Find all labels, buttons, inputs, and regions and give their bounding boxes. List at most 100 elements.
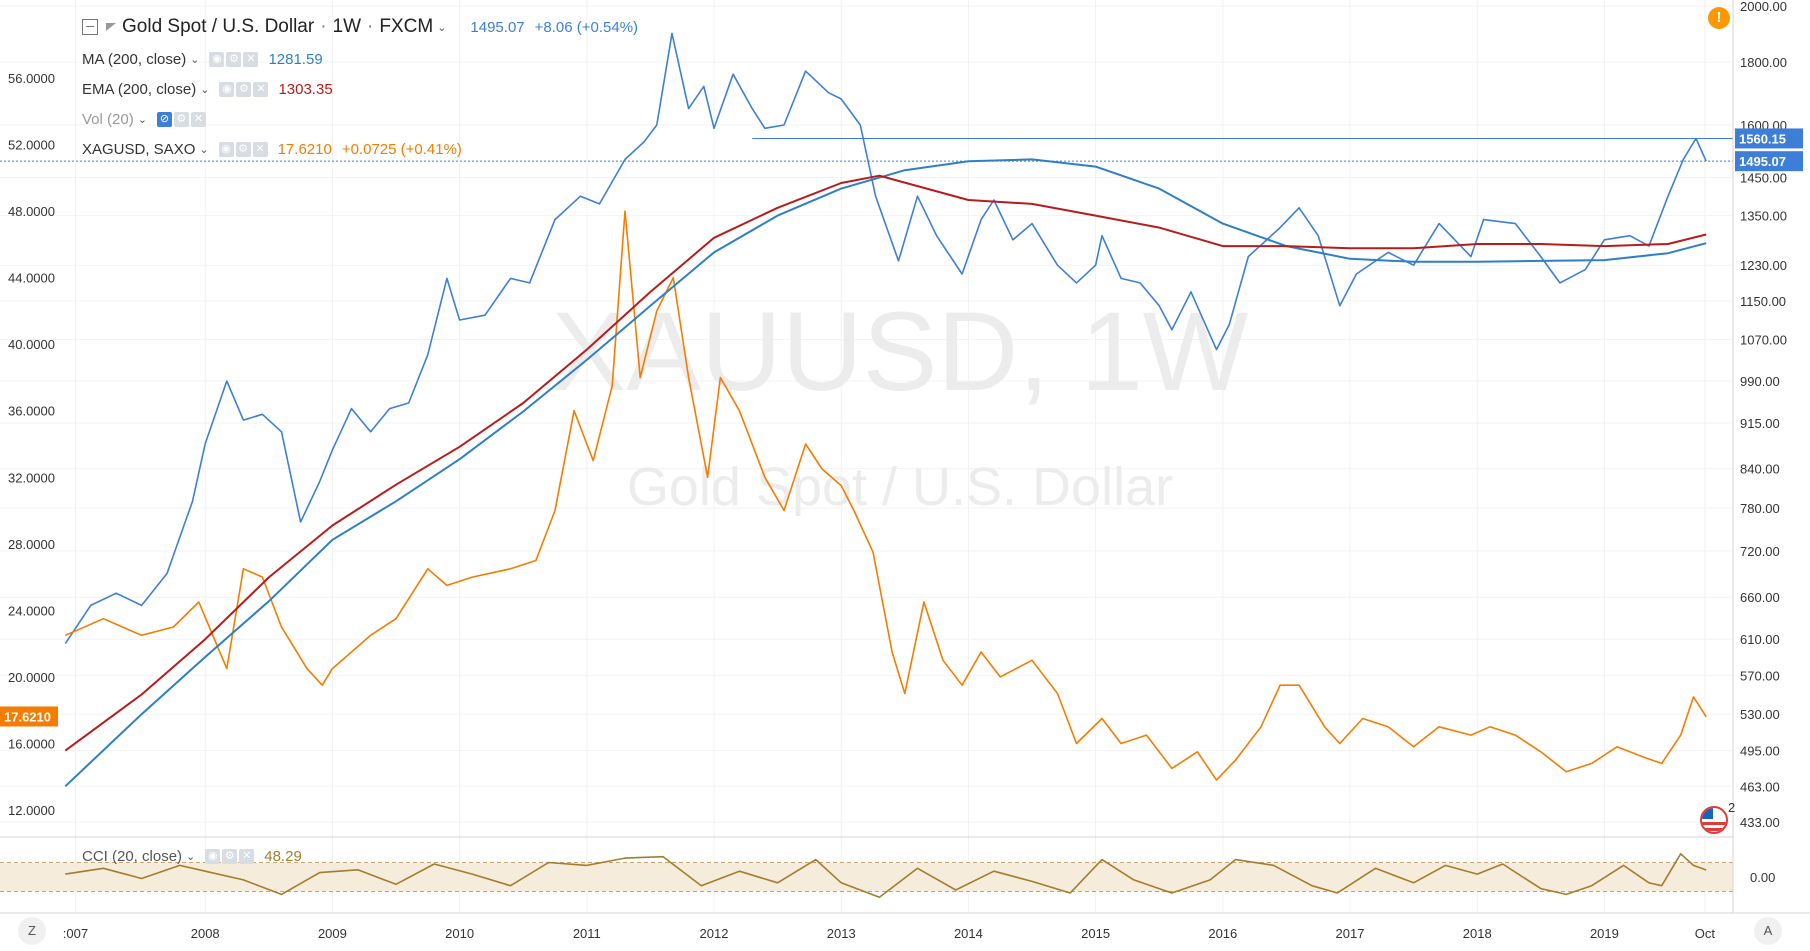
study-label[interactable]: Vol (20) [82, 110, 134, 128]
x-tick-label: 2018 [1463, 926, 1492, 941]
left-tick-label: 24.0000 [8, 603, 55, 618]
close-icon[interactable]: ✕ [252, 141, 268, 157]
study-value: 17.6210 [277, 140, 332, 158]
legend: Gold Spot / U.S. Dollar · 1W · FXCM ⌄ 14… [82, 10, 638, 164]
eye-icon[interactable]: ◉ [209, 51, 225, 67]
x-tick-label: 2012 [700, 926, 729, 941]
symbol-header[interactable]: Gold Spot / U.S. Dollar · 1W · FXCM ⌄ 14… [82, 10, 638, 44]
x-tick-label: 2008 [191, 926, 220, 941]
cci-legend[interactable]: CCI (20, close) ⌄ ◉ ⚙ ✕ 48.29 [82, 848, 302, 865]
events-count: 2 [1728, 800, 1736, 815]
x-tick-label: 2015 [1081, 926, 1110, 941]
study-vol[interactable]: Vol (20) ⌄ ⊘ ⚙ ✕ [82, 104, 638, 134]
study-label[interactable]: XAGUSD, SAXO [82, 140, 196, 158]
x-tick-label: :007 [63, 926, 88, 941]
left-tick-label: 40.0000 [8, 337, 55, 352]
collapse-icon[interactable] [82, 19, 98, 35]
hline-price-tag-bg [1735, 128, 1803, 149]
symbol-title[interactable]: Gold Spot / U.S. Dollar [122, 16, 315, 37]
study-label[interactable]: MA (200, close) [82, 50, 187, 68]
right-tick-label: 1800.00 [1740, 55, 1787, 70]
left-tick-label: 20.0000 [8, 670, 55, 685]
watermark-symbol: XAUUSD, 1W [552, 289, 1249, 414]
gold-series-line [64, 32, 1707, 645]
chevron-down-icon[interactable]: ⌄ [437, 21, 447, 34]
hidden-eye-icon[interactable]: ⊘ [156, 111, 172, 127]
eye-icon[interactable]: ◉ [219, 81, 235, 97]
left-tick-label: 36.0000 [8, 404, 55, 419]
study-value: 1281.59 [268, 50, 323, 68]
cci-value: 48.29 [264, 848, 302, 865]
last-price-tag: 1495.07 [1739, 154, 1786, 169]
left-tick-label: 12.0000 [8, 803, 55, 818]
right-tick-label: 2000.00 [1740, 0, 1787, 14]
right-tick-label: 610.00 [1740, 632, 1780, 647]
xag-price-tag: 17.6210 [4, 709, 51, 724]
study-change: +0.0725 (+0.41%) [341, 140, 462, 158]
right-tick-label: 495.00 [1740, 744, 1780, 759]
eye-icon[interactable]: ◉ [205, 849, 221, 864]
left-tick-label: 48.0000 [8, 204, 55, 219]
eye-icon[interactable]: ◉ [218, 141, 234, 157]
study-controls: ◉ ⚙ ✕ [219, 81, 269, 97]
us-flag-icon[interactable] [1700, 806, 1728, 834]
chevron-down-icon[interactable]: ⌄ [190, 53, 200, 66]
left-tick-label: 16.0000 [8, 736, 55, 751]
x-tick-label: 2019 [1590, 926, 1619, 941]
close-icon[interactable]: ✕ [253, 81, 269, 97]
gear-icon[interactable]: ⚙ [235, 141, 251, 157]
gear-icon[interactable]: ⚙ [236, 81, 252, 97]
study-controls: ◉ ⚙ ✕ [209, 51, 259, 67]
chevron-down-icon[interactable]: ⌄ [200, 83, 210, 96]
close-icon[interactable]: ✕ [190, 111, 206, 127]
study-controls: ◉ ⚙ ✕ [218, 141, 268, 157]
right-tick-label: 433.00 [1740, 815, 1780, 830]
study-ema[interactable]: EMA (200, close) ⌄ ◉ ⚙ ✕ 1303.35 [82, 74, 638, 104]
study-label[interactable]: EMA (200, close) [82, 80, 197, 98]
study-xagusd[interactable]: XAGUSD, SAXO ⌄ ◉ ⚙ ✕ 17.6210 +0.0725 (+0.4… [82, 134, 638, 164]
close-icon[interactable]: ✕ [239, 849, 255, 864]
gear-icon[interactable]: ⚙ [222, 849, 238, 864]
study-ma[interactable]: MA (200, close) ⌄ ◉ ⚙ ✕ 1281.59 [82, 44, 638, 74]
flag-icon[interactable] [106, 23, 116, 31]
ma-series-line [64, 158, 1707, 788]
left-tick-label: 52.0000 [8, 138, 55, 153]
silver-series-line [64, 210, 1707, 781]
x-tick-label: 2009 [318, 926, 347, 941]
gear-icon[interactable]: ⚙ [226, 51, 242, 67]
cci-label[interactable]: CCI (20, close) [82, 848, 183, 865]
study-value: 1303.35 [278, 80, 333, 98]
cci-series-line [65, 853, 1707, 899]
x-tick-label: 2017 [1336, 926, 1365, 941]
separator: · [367, 16, 374, 37]
chevron-down-icon[interactable]: ⌄ [186, 851, 196, 863]
cci-band [0, 862, 1733, 892]
watermark: XAUUSD, 1W Gold Spot / U.S. Dollar [552, 289, 1249, 517]
alert-icon[interactable]: ! [1708, 7, 1730, 29]
left-tick-label: 32.0000 [8, 470, 55, 485]
right-tick-label: 915.00 [1740, 416, 1780, 431]
gear-icon[interactable]: ⚙ [173, 111, 189, 127]
right-tick-label: 1350.00 [1740, 209, 1787, 224]
right-tick-label: 780.00 [1740, 501, 1780, 516]
zoom-button[interactable]: Z [18, 917, 46, 945]
study-controls: ⊘ ⚙ ✕ [156, 111, 206, 127]
last-price-tag-bg [1735, 151, 1803, 172]
chevron-down-icon[interactable]: ⌄ [199, 143, 209, 156]
interval-label[interactable]: 1W [332, 16, 362, 37]
separator: · [320, 16, 327, 37]
right-tick-label: 660.00 [1740, 590, 1780, 605]
close-icon[interactable]: ✕ [243, 51, 259, 67]
x-tick-label: 2013 [827, 926, 856, 941]
cci-axis-label: 0.00 [1750, 870, 1775, 885]
left-tick-label: 28.0000 [8, 537, 55, 552]
price-change: +8.06 (+0.54%) [534, 18, 639, 36]
chevron-down-icon[interactable]: ⌄ [137, 113, 147, 126]
auto-scale-button[interactable]: A [1754, 917, 1782, 945]
right-tick-label: 720.00 [1740, 544, 1780, 559]
right-tick-label: 463.00 [1740, 779, 1780, 794]
exchange-label[interactable]: FXCM [379, 16, 434, 37]
cci-controls: ◉ ⚙ ✕ [205, 849, 255, 864]
